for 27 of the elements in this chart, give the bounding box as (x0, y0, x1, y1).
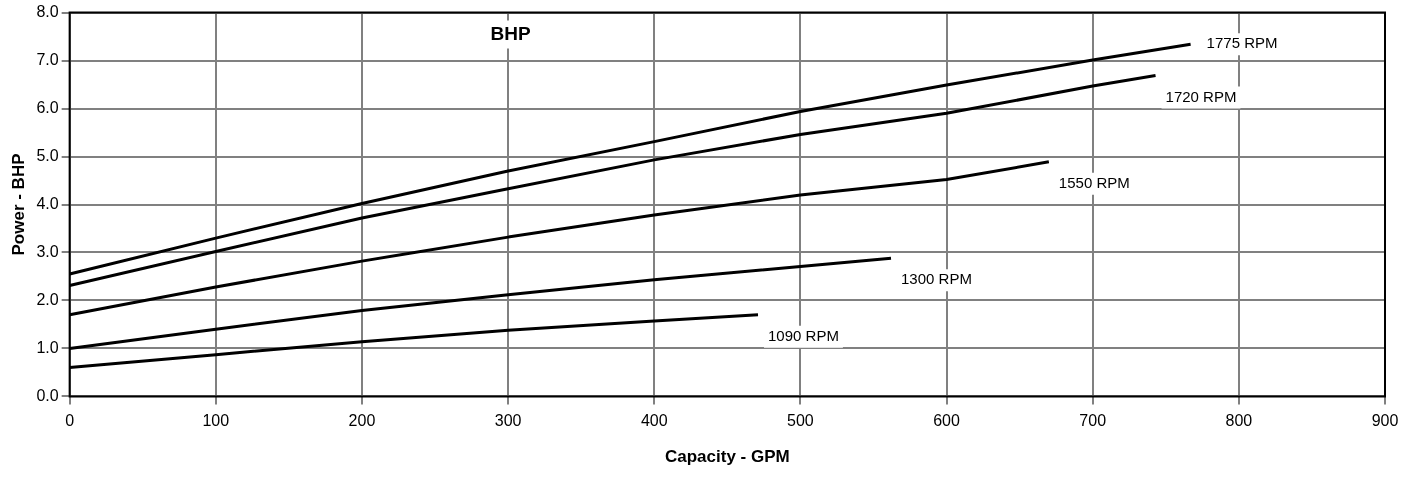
x-tick-label: 300 (494, 412, 522, 430)
y-tick-label: 1.0 (36, 338, 59, 356)
y-tick-label: 5.0 (36, 146, 59, 164)
x-tick-label: 500 (787, 412, 814, 430)
x-tick-label: 900 (1371, 412, 1399, 430)
y-axis-title: Power - BHP (8, 153, 28, 256)
x-tick-label: 800 (1225, 412, 1253, 430)
annotation: BHP (490, 22, 531, 44)
x-tick-label: 0 (65, 412, 75, 430)
series-label: 1720 RPM (1165, 87, 1237, 105)
x-tick-label: 100 (202, 412, 230, 430)
x-tick-label: 200 (348, 412, 376, 430)
y-tick-label: 7.0 (36, 50, 59, 68)
x-tick-label: 400 (640, 412, 668, 430)
y-tick-label: 3.0 (36, 242, 59, 260)
y-tick-label: 2.0 (36, 290, 59, 308)
y-tick-label: 4.0 (36, 194, 59, 212)
series-label: 1550 RPM (1058, 173, 1130, 191)
x-tick-label: 700 (1079, 412, 1107, 430)
series-label: 1775 RPM (1206, 34, 1278, 52)
x-tick-label: 600 (933, 412, 960, 430)
series-label: 1090 RPM (768, 326, 839, 344)
y-tick-label: 6.0 (36, 98, 59, 116)
x-axis-title: Capacity - GPM (664, 447, 790, 467)
y-tick-label: 0.0 (36, 386, 59, 404)
y-tick-label: 8.0 (36, 3, 59, 21)
series-label: 1300 RPM (901, 270, 972, 288)
